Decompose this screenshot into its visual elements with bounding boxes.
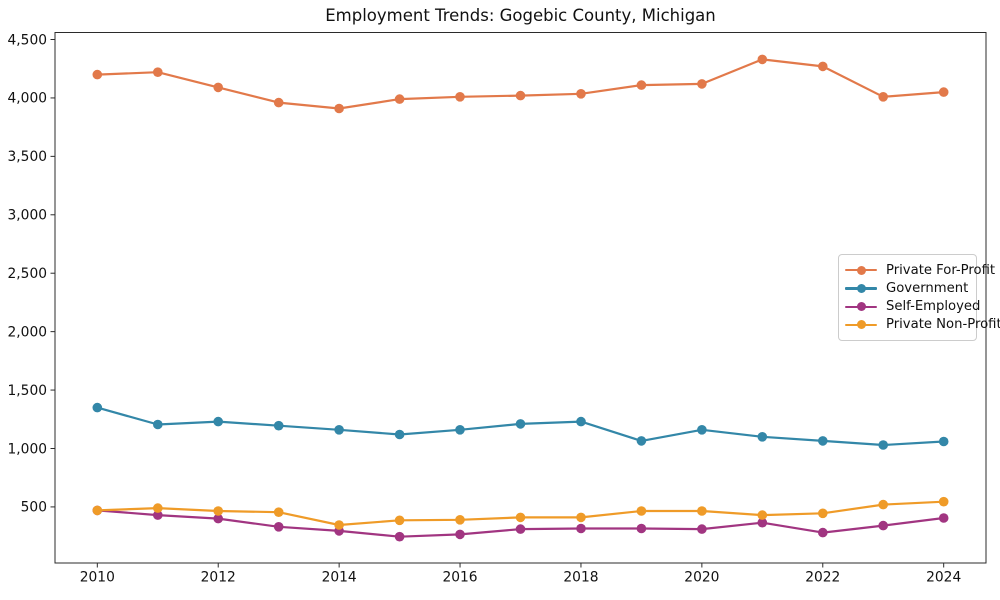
- x-tick-label: 2016: [442, 570, 477, 586]
- y-tick-label: 500: [21, 500, 47, 516]
- legend-item: Private Non-Profit: [845, 316, 1000, 334]
- data-point-private-for-profit: [455, 92, 465, 102]
- data-point-private-for-profit: [515, 90, 526, 101]
- y-tick-label: 3,000: [8, 208, 48, 224]
- data-point-private-for-profit: [878, 92, 888, 102]
- data-point-private-non-profit: [818, 508, 828, 519]
- y-tick-label: 3,500: [8, 149, 48, 165]
- data-point-private-for-profit: [334, 103, 344, 114]
- data-point-private-non-profit: [92, 505, 103, 516]
- x-tick-label: 2022: [805, 570, 840, 586]
- x-tick-label: 2014: [322, 570, 357, 586]
- series-line-private-for-profit: [96, 58, 945, 110]
- y-tick-label: 2,500: [8, 266, 48, 282]
- data-point-private-for-profit: [394, 94, 405, 104]
- plot-spines: [54, 32, 987, 564]
- data-point-self-employed: [455, 529, 465, 540]
- legend-label: Private For-Profit: [886, 262, 996, 278]
- legend-marker-icon: [845, 264, 877, 276]
- legend-label: Self-Employed: [886, 299, 981, 315]
- legend-dot-icon: [856, 302, 866, 312]
- legend-marker-icon: [845, 319, 877, 331]
- data-point-government: [273, 420, 284, 431]
- data-point-private-for-profit: [818, 61, 828, 72]
- data-point-self-employed: [697, 524, 707, 534]
- data-point-government: [757, 432, 768, 442]
- data-point-government: [697, 425, 707, 435]
- legend-marker-icon: [845, 282, 877, 294]
- legend-item: Private For-Profit: [845, 261, 995, 279]
- data-point-self-employed: [515, 524, 526, 534]
- data-point-private-non-profit: [757, 510, 768, 520]
- data-point-self-employed: [818, 527, 828, 538]
- y-tick-label: 1,000: [8, 441, 48, 457]
- data-point-private-non-profit: [153, 503, 163, 513]
- y-tick-label: 2,000: [8, 324, 48, 340]
- legend-dot-icon: [856, 320, 866, 330]
- data-point-government: [213, 416, 223, 427]
- data-point-self-employed: [938, 513, 949, 523]
- x-tick-label: 2018: [563, 570, 598, 586]
- legend-label: Government: [886, 280, 969, 296]
- data-point-private-for-profit: [92, 69, 103, 80]
- x-tick-label: 2024: [926, 570, 961, 586]
- data-point-private-non-profit: [938, 496, 949, 507]
- data-point-private-for-profit: [576, 89, 586, 99]
- data-point-self-employed: [757, 517, 768, 528]
- data-point-government: [455, 425, 465, 435]
- data-point-private-for-profit: [153, 67, 163, 77]
- y-tick-label: 4,500: [8, 32, 48, 48]
- data-point-private-for-profit: [757, 54, 768, 65]
- data-point-private-non-profit: [576, 512, 586, 523]
- legend-marker-icon: [845, 301, 877, 313]
- legend-item: Government: [845, 279, 968, 297]
- data-point-private-non-profit: [697, 506, 707, 516]
- x-tick-label: 2020: [684, 570, 719, 586]
- data-point-private-for-profit: [213, 82, 223, 93]
- data-point-private-non-profit: [273, 507, 284, 517]
- data-point-government: [334, 425, 344, 435]
- data-point-self-employed: [394, 531, 405, 542]
- y-tick-label: 1,500: [8, 383, 48, 399]
- data-point-self-employed: [636, 523, 647, 534]
- chart-title: Employment Trends: Gogebic County, Michi…: [325, 6, 716, 25]
- data-point-self-employed: [153, 510, 163, 520]
- data-point-government: [636, 436, 647, 446]
- data-point-private-for-profit: [938, 87, 949, 97]
- data-point-self-employed: [878, 520, 888, 531]
- data-point-self-employed: [273, 522, 284, 532]
- data-point-self-employed: [576, 523, 586, 534]
- data-point-private-non-profit: [636, 506, 647, 516]
- legend: Private For-Profit Government Self-Employe…: [838, 254, 1000, 341]
- data-point-private-non-profit: [878, 499, 888, 510]
- x-tick-label: 2010: [80, 570, 115, 586]
- data-point-private-non-profit: [213, 506, 223, 516]
- data-point-private-non-profit: [334, 520, 344, 530]
- legend-dot-icon: [856, 283, 866, 293]
- legend-item: Self-Employed: [845, 298, 980, 316]
- y-tick-label: 4,000: [8, 91, 48, 107]
- data-point-government: [878, 440, 888, 450]
- data-point-private-for-profit: [636, 80, 647, 90]
- data-point-private-for-profit: [697, 79, 707, 89]
- x-tick-label: 2012: [201, 570, 236, 586]
- data-point-self-employed: [213, 513, 223, 524]
- data-point-private-for-profit: [273, 97, 284, 108]
- data-point-private-non-profit: [455, 515, 465, 525]
- data-point-government: [153, 419, 163, 430]
- data-point-private-non-profit: [394, 515, 405, 526]
- data-point-government: [394, 429, 405, 440]
- data-point-government: [515, 419, 526, 429]
- data-point-private-non-profit: [515, 512, 526, 523]
- data-point-government: [938, 436, 949, 447]
- legend-label: Private Non-Profit: [886, 317, 1000, 333]
- data-point-government: [818, 436, 828, 446]
- data-point-government: [92, 402, 103, 413]
- data-point-government: [576, 416, 586, 427]
- legend-dot-icon: [856, 265, 866, 275]
